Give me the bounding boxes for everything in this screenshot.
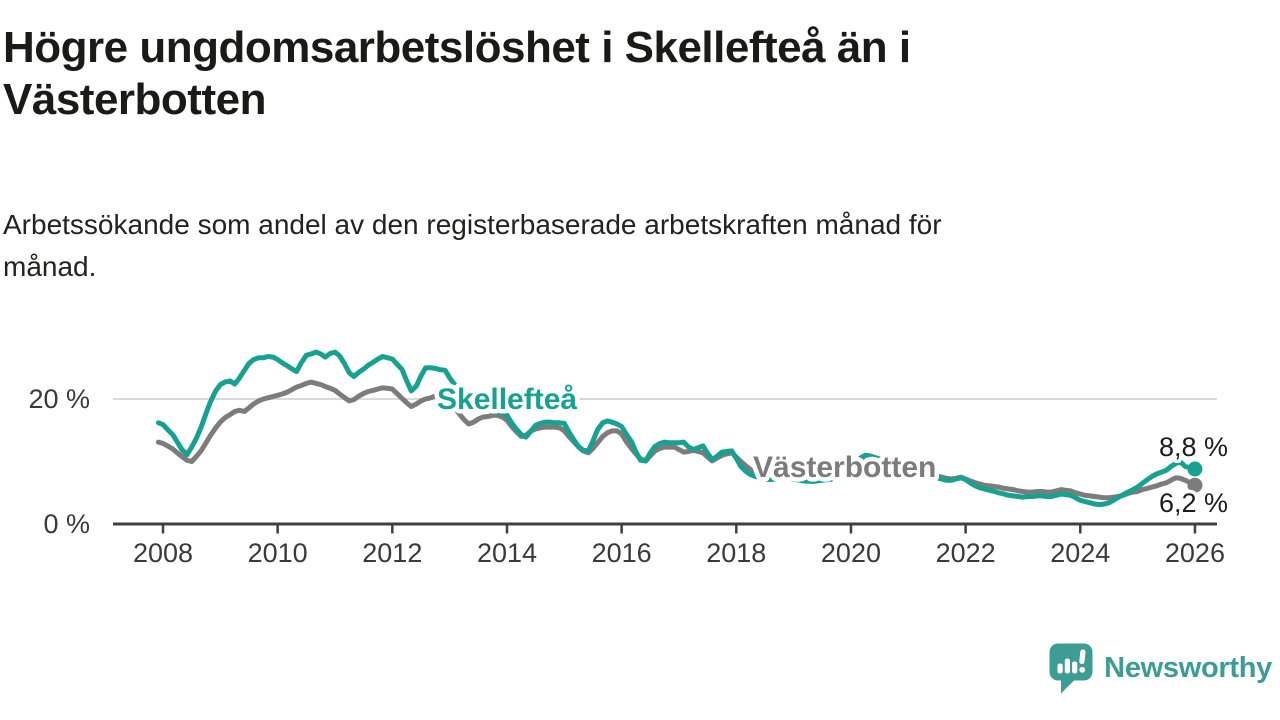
series-label-skelleftea: Skellefteå <box>437 383 577 416</box>
logo-exclamation-dot <box>1079 666 1086 673</box>
series-end-dot-skelleftea <box>1187 461 1203 477</box>
series-label-vasterbotten: Västerbotten <box>753 451 936 484</box>
logo-bar-medium <box>1072 661 1078 674</box>
x-tick-label-2026: 2026 <box>1165 538 1225 568</box>
newsworthy-wordmark: Newsworthy <box>1104 651 1272 684</box>
x-tick-label-2012: 2012 <box>362 538 422 568</box>
logo-exclamation-bar <box>1079 649 1086 664</box>
series-line-vasterbotten <box>155 379 1198 501</box>
logo-bar-tall <box>1064 658 1071 674</box>
x-tick-label-2016: 2016 <box>592 538 652 568</box>
series-end-dot-vasterbotten <box>1187 477 1203 493</box>
chart-subtitle: Arbetssökande som andel av den registerb… <box>3 209 942 282</box>
x-tick-label-2022: 2022 <box>936 538 996 568</box>
series-end-value-vasterbotten: 6,2 % <box>1159 488 1228 518</box>
newsworthy-logo: Newsworthy <box>1048 642 1272 694</box>
series-end-value-skelleftea: 8,8 % <box>1159 432 1228 462</box>
x-tick-label-2014: 2014 <box>477 538 537 568</box>
logo-bar-small <box>1057 663 1063 674</box>
x-tick-label-2020: 2020 <box>821 538 881 568</box>
chart-title: Högre ungdomsarbetslöshet i Skellefteå ä… <box>3 23 911 124</box>
x-tick-label-2024: 2024 <box>1050 538 1110 568</box>
x-tick-label-2018: 2018 <box>706 538 766 568</box>
y-tick-label-0: 0 % <box>43 509 90 539</box>
newsworthy-speech-bubble-chart-icon <box>1049 643 1093 694</box>
series-line-skelleftea <box>155 349 1198 508</box>
x-tick-label-2010: 2010 <box>248 538 308 568</box>
y-tick-label-20: 20 % <box>28 384 90 414</box>
x-tick-label-2008: 2008 <box>133 538 193 568</box>
